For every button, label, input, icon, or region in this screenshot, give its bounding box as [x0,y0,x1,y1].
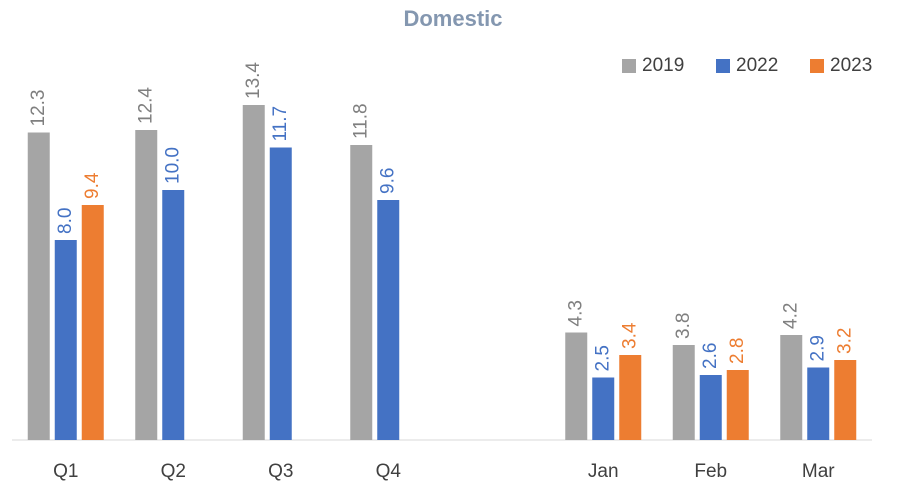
data-label: 4.2 [780,303,801,329]
bar [807,367,830,440]
bar [242,105,265,440]
legend-label: 2019 [642,55,684,76]
x-tick-label: Q3 [268,461,293,482]
legend-label: 2023 [830,55,872,76]
data-label: 3.8 [673,313,694,339]
legend-swatch [716,59,730,73]
data-label: 3.4 [619,322,640,349]
x-tick-label: Q1 [53,461,78,482]
chart-title: Domestic [403,6,502,31]
bar [592,377,615,440]
legend-label: 2022 [736,55,778,76]
bar [162,190,185,440]
bar [619,355,642,440]
data-label: 13.4 [243,62,264,99]
bar [699,375,722,440]
bar [672,345,695,440]
x-tick-label: Mar [802,461,835,482]
bar [269,147,292,440]
data-label: 11.8 [350,103,371,139]
x-tick-label: Feb [694,461,727,482]
x-tick-label: Q2 [161,461,186,482]
data-label: 10.0 [162,147,183,184]
data-label: 11.7 [270,106,291,142]
data-label: 9.4 [82,172,103,199]
bar [377,200,400,440]
data-label: 8.0 [55,208,76,234]
data-label: 12.4 [135,87,156,124]
data-label: 2.6 [700,343,721,369]
bar [780,335,803,440]
legend-swatch [622,59,636,73]
bar [726,370,749,440]
data-label: 2.5 [592,345,613,371]
data-label: 3.2 [834,328,855,354]
x-tick-label: Q4 [376,461,402,482]
bar [350,145,373,440]
data-label: 4.3 [565,300,586,326]
legend-swatch [810,59,824,73]
x-tick-label: Jan [588,461,619,482]
bar [565,332,588,440]
bar [135,130,158,440]
data-label: 2.9 [807,335,828,361]
bar [81,205,104,440]
data-label: 2.8 [727,338,748,364]
bar [54,240,77,440]
data-label: 12.3 [28,90,49,127]
data-label: 9.6 [377,168,398,194]
bar [834,360,857,440]
bar [27,132,50,440]
